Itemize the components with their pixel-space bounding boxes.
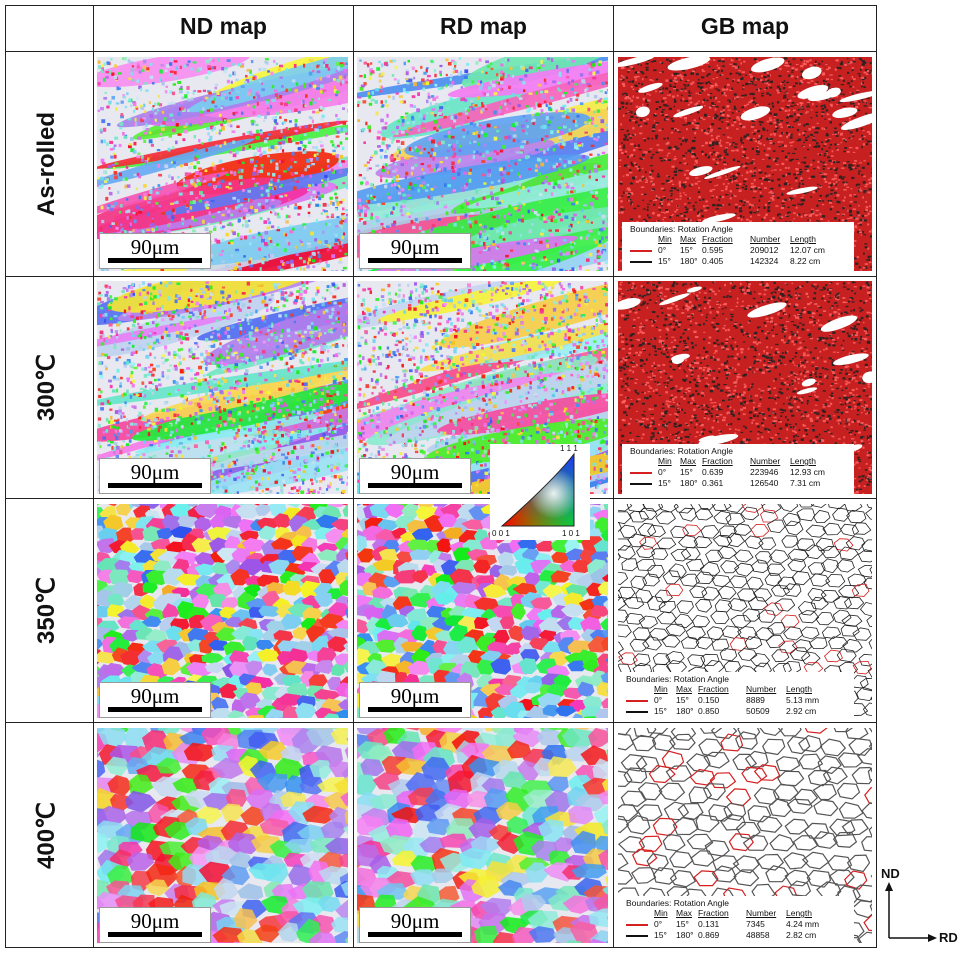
table-border-col2 xyxy=(353,5,354,948)
table-border-header xyxy=(5,51,877,52)
table-border-col1 xyxy=(93,5,94,948)
scale-bar: 90μm xyxy=(359,233,471,269)
table-border-right xyxy=(876,5,877,948)
row-header-350c: 350℃ xyxy=(0,499,93,722)
table-border-row1 xyxy=(5,276,877,277)
ipf-label-111: 1 1 1 xyxy=(560,444,578,453)
table-border-row3 xyxy=(5,722,877,723)
column-header-nd: ND map xyxy=(94,6,353,46)
ipf-triangle xyxy=(490,444,590,540)
column-header-gb: GB map xyxy=(614,6,876,46)
scale-bar: 90μm xyxy=(99,458,211,494)
scale-bar: 90μm xyxy=(359,682,471,718)
table-border-row2 xyxy=(5,498,877,499)
scale-bar: 90μm xyxy=(359,458,471,494)
scale-bar: 90μm xyxy=(359,907,471,943)
scale-bar: 90μm xyxy=(99,907,211,943)
row-header-400c: 400℃ xyxy=(0,723,93,947)
scale-bar: 90μm xyxy=(99,682,211,718)
table-border-col3 xyxy=(613,5,614,948)
ipf-label-101: 1 0 1 xyxy=(562,529,580,538)
row-header-300c: 300℃ xyxy=(0,277,93,498)
sample-axes: ND RD xyxy=(875,866,969,955)
ipf-label-001: 0 0 1 xyxy=(492,529,510,538)
table-border-bottom xyxy=(5,947,877,948)
scale-bar: 90μm xyxy=(99,233,211,269)
ipf-color-key: 1 1 1 0 0 1 1 0 1 xyxy=(490,444,590,540)
axis-label-nd: ND xyxy=(881,866,900,881)
axis-label-rd: RD xyxy=(939,930,958,945)
column-header-rd: RD map xyxy=(354,6,613,46)
row-header-as-rolled: As-rolled xyxy=(0,52,93,276)
